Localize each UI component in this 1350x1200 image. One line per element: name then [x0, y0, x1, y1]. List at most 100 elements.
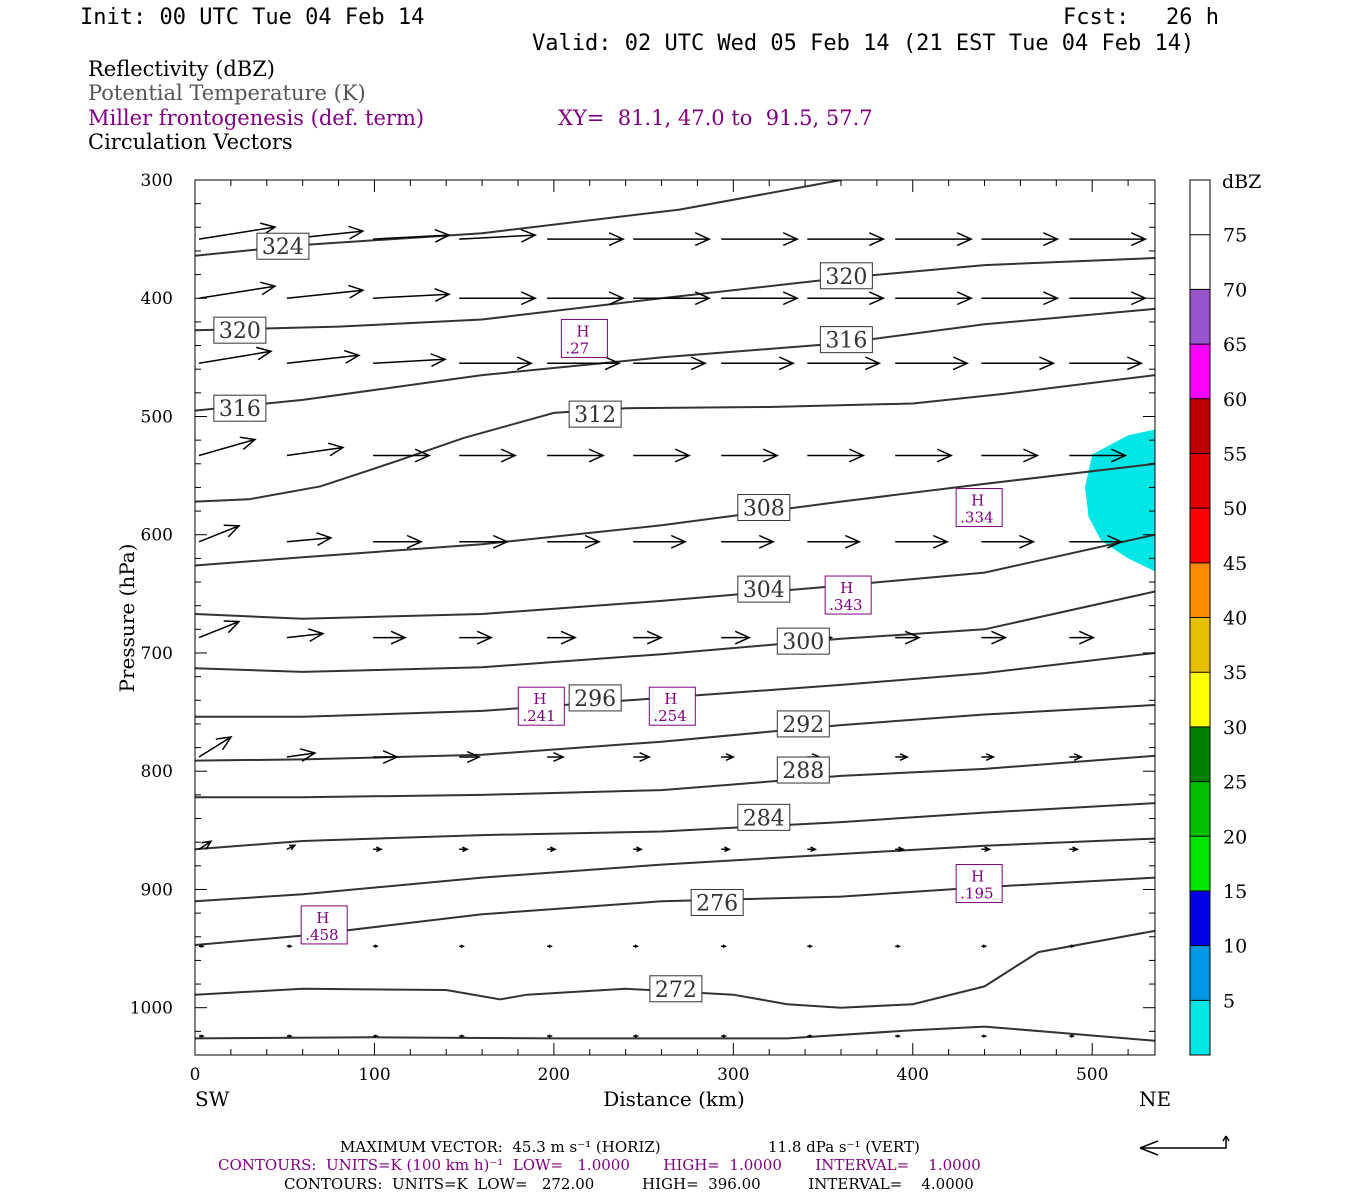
frontogenesis-high-value: .458	[305, 926, 338, 944]
circulation-vector	[895, 291, 974, 306]
theta-contour-280	[195, 837, 1155, 903]
theta-contour-300	[195, 590, 1155, 673]
colorbar-unit: dBZ	[1222, 171, 1261, 193]
colorbar-segment	[1190, 1000, 1210, 1055]
circulation-vector	[459, 846, 470, 853]
x-tick-label: 400	[897, 1065, 929, 1085]
colorbar-label: 45	[1223, 553, 1247, 575]
circulation-vector	[633, 944, 640, 948]
colorbar-label: 65	[1223, 334, 1247, 356]
theta-label-box	[819, 326, 873, 354]
theta-label: 320	[219, 319, 261, 344]
theta-label: 316	[219, 397, 261, 422]
theta-label: 276	[696, 891, 738, 916]
circulation-vector	[1069, 291, 1148, 306]
colorbar-segment	[1190, 289, 1210, 345]
theta-contour-268	[195, 1025, 1155, 1042]
plot-frame	[194, 179, 1156, 1056]
theta-label: 304	[743, 578, 785, 603]
y-tick-label: 800	[141, 762, 173, 782]
x-tick-label: 500	[1076, 1065, 1108, 1085]
colorbar-segment	[1190, 781, 1210, 837]
theta-label: 284	[743, 806, 785, 831]
circulation-vector	[198, 620, 241, 639]
circulation-vector	[373, 534, 423, 549]
frontogenesis-high-value: .241	[522, 707, 555, 725]
circulation-vector	[373, 228, 451, 243]
reference-vector-icon	[1139, 1135, 1230, 1156]
circulation-vector	[721, 291, 800, 306]
frontogenesis-high-letter: H	[664, 690, 677, 708]
init-label: Init: 00 UTC Tue 04 Feb 14	[80, 5, 425, 30]
circulation-vector	[286, 844, 297, 851]
circulation-vector	[721, 356, 796, 371]
circulation-vector	[633, 232, 712, 247]
circulation-vector	[198, 436, 257, 457]
y-tick-label: 900	[141, 880, 173, 900]
colorbar-segment	[1190, 453, 1210, 509]
circulation-vector	[721, 534, 776, 549]
theta-contour-292	[195, 704, 1155, 762]
legend-frontogenesis: Miller frontogenesis (def. term)	[88, 106, 425, 130]
circulation-vector	[895, 846, 906, 853]
circulation-vector	[373, 750, 399, 764]
frontogenesis-high-letter: H	[840, 579, 853, 597]
theta-label-box	[568, 684, 622, 712]
frontogenesis-high-box	[517, 686, 565, 726]
circulation-vector	[547, 534, 601, 549]
footer-contours-black: CONTOURS: UNITS=K LOW= 272.00 HIGH= 396.…	[284, 1175, 974, 1193]
colorbar-segment	[1190, 617, 1210, 673]
circulation-vector	[895, 944, 902, 948]
y-tick-label: 600	[141, 526, 173, 546]
theta-label-box	[776, 710, 830, 738]
circulation-vector	[807, 534, 862, 549]
circulation-vector	[807, 1034, 814, 1038]
circulation-vector	[981, 448, 1040, 463]
circulation-vector	[895, 630, 922, 645]
fcst-label: Fcst:	[1063, 5, 1130, 30]
y-tick-label: 400	[141, 289, 173, 309]
circulation-vector	[373, 1034, 379, 1038]
colorbar-label: 75	[1223, 225, 1247, 247]
x-axis-label: Distance (km)	[603, 1087, 745, 1111]
circulation-vector	[459, 630, 494, 645]
circulation-vector	[721, 630, 752, 645]
circulation-vector	[633, 1034, 640, 1038]
colorbar-label: 15	[1223, 881, 1247, 903]
circulation-vector	[198, 281, 277, 299]
circulation-vector	[721, 448, 780, 463]
x-tick-label: 100	[358, 1065, 390, 1085]
circulation-vector	[895, 534, 950, 549]
y-tick-label: 700	[141, 644, 173, 664]
circulation-vector	[1159, 945, 1163, 947]
circulation-vector	[807, 944, 814, 948]
footer-contours-purple: CONTOURS: UNITS=K (100 km h)⁻¹ LOW= 1.00…	[218, 1156, 981, 1174]
circulation-vector	[1159, 631, 1183, 644]
x-tick-label: 0	[190, 1065, 201, 1085]
circulation-vector	[1069, 232, 1148, 247]
circulation-vector	[1069, 448, 1128, 463]
circulation-vector	[286, 628, 325, 643]
theta-label: 296	[574, 687, 616, 712]
colorbar-label: 20	[1223, 826, 1247, 848]
circulation-vector	[807, 448, 866, 463]
colorbar-segment	[1190, 562, 1210, 618]
circulation-vector	[981, 356, 1056, 371]
legend-reflectivity: Reflectivity (dBZ)	[88, 57, 276, 81]
theta-label-box	[737, 575, 791, 603]
y-tick-label: 300	[141, 171, 173, 191]
colorbar-label: 60	[1223, 389, 1247, 411]
legend-xy: XY= 81.1, 47.0 to 91.5, 57.7	[558, 106, 873, 130]
circulation-vector	[981, 944, 988, 948]
theta-label-box	[737, 494, 791, 522]
colorbar-segment	[1190, 836, 1210, 891]
theta-label-box	[776, 627, 830, 655]
theta-label-box	[213, 316, 267, 344]
circulation-vector	[373, 630, 407, 645]
circulation-vector	[199, 944, 205, 948]
frontogenesis-high-value: .195	[960, 885, 993, 903]
colorbar-segment	[1190, 398, 1210, 454]
circulation-vector	[459, 534, 510, 549]
frontogenesis-high-value: .27	[565, 339, 589, 357]
circulation-vector	[198, 346, 273, 365]
